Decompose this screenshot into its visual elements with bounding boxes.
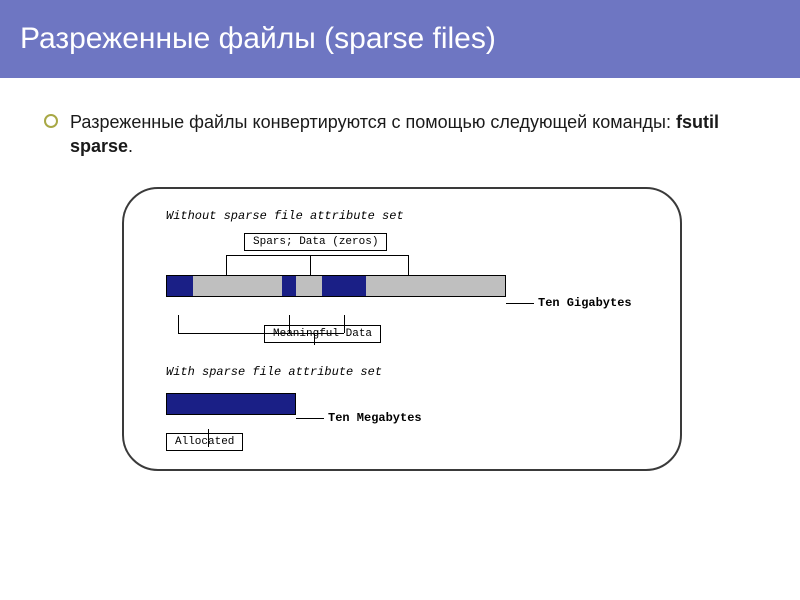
bullet-text-before: Разреженные файлы конвертируются с помощ…: [70, 112, 676, 132]
bar-segment-zero: [296, 276, 322, 296]
section2-bar-segment: [167, 394, 295, 414]
section2-caption: With sparse file attribute set: [166, 365, 656, 379]
line-to-allocated: [208, 429, 209, 447]
slide-title: Разреженные файлы (sparse files): [20, 22, 496, 55]
section2-bar: [166, 393, 296, 415]
line-to-ten-mb: [296, 418, 324, 419]
label-meaningful-data: Meaningful Data: [264, 325, 381, 343]
bullet-marker: [44, 114, 58, 128]
bullet-text-after: .: [128, 136, 133, 156]
diagram-frame: Without sparse file attribute set Spars;…: [122, 187, 682, 471]
label-ten-gigabytes: Ten Gigabytes: [538, 296, 632, 310]
bullet-item: Разреженные файлы конвертируются с помощ…: [44, 110, 760, 159]
slide-header: Разреженные файлы (sparse files): [0, 0, 800, 80]
section1-bar: [166, 275, 506, 297]
bullet-text: Разреженные файлы конвертируются с помощ…: [70, 110, 760, 159]
section1-top-labels: Spars; Data (zeros): [148, 233, 656, 257]
slide-body: Разреженные файлы конвертируются с помощ…: [0, 80, 800, 491]
label-ten-megabytes: Ten Megabytes: [328, 411, 422, 425]
bar-segment-zero: [193, 276, 282, 296]
label-allocated: Allocated: [166, 433, 243, 451]
line-to-ten-gb: [506, 303, 534, 304]
bar-segment-data: [282, 276, 296, 296]
label-spars-data-zeros: Spars; Data (zeros): [244, 233, 387, 251]
bar-segment-zero: [366, 276, 505, 296]
bar-segment-data: [322, 276, 366, 296]
bar-segment-data: [167, 276, 193, 296]
allocated-row: Allocated: [166, 433, 656, 451]
section1-bottom-label-row: Meaningful Data: [148, 325, 656, 343]
section1-caption: Without sparse file attribute set: [166, 209, 656, 223]
